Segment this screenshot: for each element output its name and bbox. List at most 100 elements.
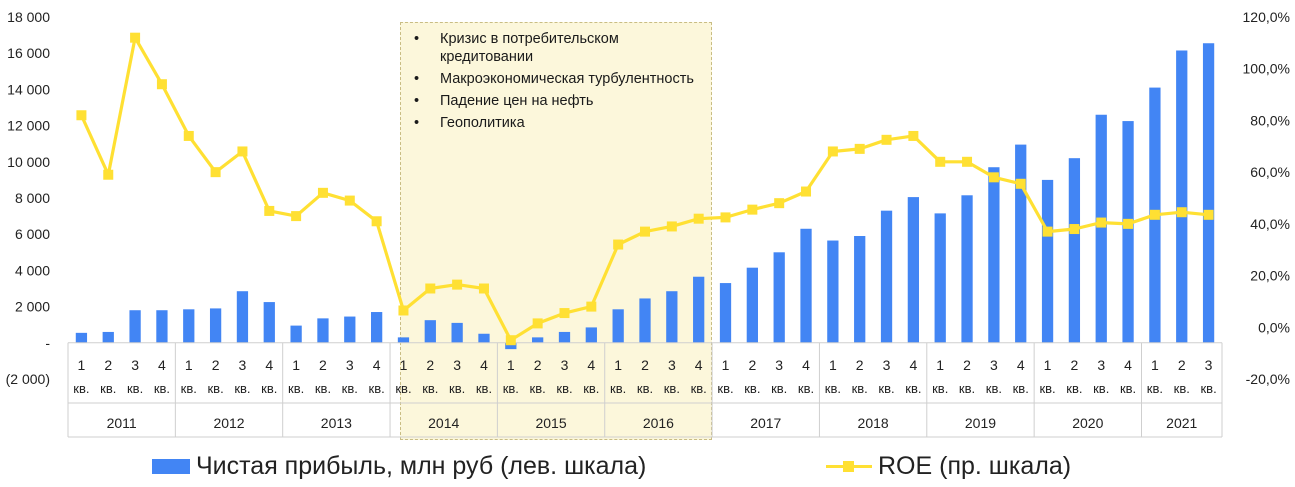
year-label: 2012 [213, 415, 244, 431]
net-profit-bar [1176, 50, 1188, 343]
roe-marker [344, 195, 355, 206]
quarter-suffix-label: кв. [369, 381, 385, 396]
quarter-suffix-label: кв. [664, 381, 680, 396]
left-axis-tick-label: 10 000 [7, 154, 50, 170]
crisis-notes: Кризис в потребительском кредитовании Ма… [412, 30, 702, 136]
quarter-suffix-label: кв. [207, 381, 223, 396]
net-profit-bar [505, 342, 517, 350]
quarter-number-label: 1 [78, 357, 86, 373]
roe-marker [720, 212, 731, 223]
quarter-number-label: 1 [1044, 357, 1052, 373]
roe-marker [613, 239, 624, 250]
quarter-suffix-label: кв. [610, 381, 626, 396]
left-axis-tick-label: 12 000 [7, 118, 50, 134]
quarter-suffix-label: кв. [771, 381, 787, 396]
quarter-suffix-label: кв. [476, 381, 492, 396]
line-marker-swatch-icon [826, 459, 872, 474]
quarter-number-label: 3 [775, 357, 783, 373]
quarter-number-label: 2 [212, 357, 220, 373]
left-axis-tick-label: 6 000 [15, 226, 50, 242]
roe-marker [666, 221, 677, 232]
roe-marker [264, 205, 275, 216]
net-profit-bar [666, 291, 678, 343]
roe-marker [881, 134, 892, 145]
quarter-number-label: 1 [722, 357, 730, 373]
year-label: 2017 [750, 415, 781, 431]
net-profit-bar [183, 309, 195, 343]
roe-marker [693, 213, 704, 224]
net-profit-bar [1202, 43, 1215, 343]
roe-marker [478, 283, 489, 294]
quarter-suffix-label: кв. [181, 381, 197, 396]
quarter-suffix-label: кв. [530, 381, 546, 396]
quarter-number-label: 4 [480, 357, 488, 373]
year-label: 2013 [321, 415, 352, 431]
roe-marker [76, 110, 87, 121]
left-axis-tick-label: 14 000 [7, 81, 50, 97]
net-profit-bar [209, 308, 222, 343]
net-profit-bar [988, 167, 1000, 343]
net-profit-bar [585, 327, 597, 343]
quarter-number-label: 3 [346, 357, 354, 373]
quarter-suffix-label: кв. [825, 381, 841, 396]
quarter-number-label: 2 [1070, 357, 1078, 373]
quarter-suffix-label: кв. [1013, 381, 1029, 396]
left-axis-tick-label: 4 000 [15, 262, 50, 278]
roe-marker [156, 79, 167, 90]
net-profit-bar [612, 309, 624, 343]
bar-swatch-icon [152, 459, 190, 474]
net-profit-bar [907, 197, 920, 343]
roe-marker [532, 318, 543, 329]
quarter-suffix-label: кв. [717, 381, 733, 396]
quarter-number-label: 3 [561, 357, 569, 373]
left-axis-tick-label: 8 000 [15, 190, 50, 206]
crisis-note-item: Макроэкономическая турбулентность [412, 70, 702, 88]
year-label: 2018 [858, 415, 889, 431]
roe-marker [505, 335, 516, 346]
roe-marker [774, 198, 785, 209]
chart-legend: Чистая прибыль, млн руб (лев. шкала) ROE… [0, 452, 1295, 486]
legend-item-net-profit: Чистая прибыль, млн руб (лев. шкала) [152, 452, 646, 481]
quarter-suffix-label: кв. [1147, 381, 1163, 396]
quarter-suffix-label: кв. [288, 381, 304, 396]
year-label: 2014 [428, 415, 459, 431]
quarter-number-label: 3 [1097, 357, 1105, 373]
right-axis-tick-label: 40,0% [1250, 216, 1290, 232]
net-profit-bar [263, 302, 275, 343]
year-label: 2011 [107, 415, 137, 431]
quarter-number-label: 4 [373, 357, 381, 373]
roe-marker [237, 146, 248, 157]
quarter-suffix-label: кв. [637, 381, 653, 396]
net-profit-bar [370, 312, 383, 343]
net-profit-bar [558, 331, 571, 343]
roe-marker [1176, 207, 1187, 218]
crisis-note-item: Падение цен на нефть [412, 92, 702, 110]
net-profit-bar [934, 213, 946, 343]
quarter-number-label: 3 [1205, 357, 1213, 373]
quarter-number-label: 3 [990, 357, 998, 373]
quarter-suffix-label: кв. [154, 381, 170, 396]
net-profit-bar [800, 228, 812, 343]
quarter-number-label: 3 [131, 357, 139, 373]
roe-marker [425, 283, 436, 294]
quarter-number-label: 4 [265, 357, 273, 373]
quarter-suffix-label: кв. [986, 381, 1002, 396]
quarter-number-label: 1 [614, 357, 622, 373]
roe-marker [1096, 217, 1107, 228]
quarter-suffix-label: кв. [744, 381, 760, 396]
roe-marker [103, 169, 114, 180]
roe-marker [1149, 209, 1160, 220]
roe-marker [317, 187, 328, 198]
net-profit-bar [397, 337, 410, 343]
quarter-number-label: 3 [883, 357, 891, 373]
left-axis-tick-label: 18 000 [7, 9, 50, 25]
roe-marker [1203, 209, 1214, 220]
year-label: 2016 [643, 415, 674, 431]
left-axis-tick-label: 16 000 [7, 45, 50, 61]
roe-marker [398, 305, 409, 316]
quarter-number-label: 1 [936, 357, 944, 373]
quarter-suffix-label: кв. [1039, 381, 1055, 396]
roe-marker [586, 301, 597, 312]
net-profit-bar [1041, 179, 1054, 343]
quarter-suffix-label: кв. [395, 381, 411, 396]
